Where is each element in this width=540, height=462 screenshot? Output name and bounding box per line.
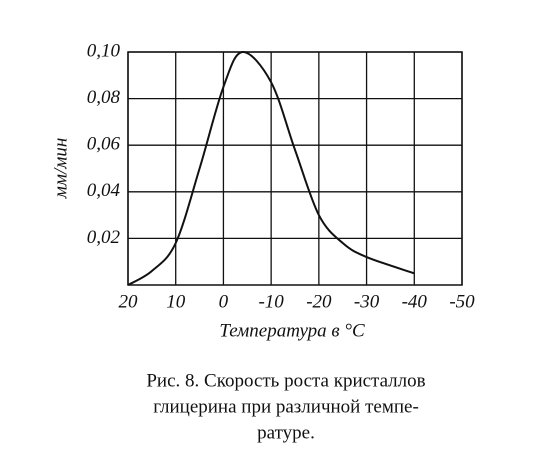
x-tick-label: 10 [166,291,186,312]
caption-line: глицерина при различной темпе- [153,396,419,417]
x-tick-label: -50 [449,291,475,312]
y-tick-label: 0,08 [87,87,121,108]
x-tick-label: 20 [119,291,139,312]
y-axis-label: мм/мин [50,138,71,200]
plot-frame [127,51,463,286]
x-axis-label: Температура в °С [219,320,365,341]
x-tick-label: -40 [402,291,428,312]
y-tick-label: 0,06 [87,134,121,155]
x-tick-label: -30 [354,291,380,312]
x-tick-label: -20 [306,291,332,312]
data-line [127,51,415,286]
y-tick-label: 0,10 [87,40,121,61]
x-tick-label: -10 [258,291,284,312]
y-tick-label: 0,04 [87,180,121,201]
caption-line: Рис. 8. Скорость роста кристаллов [146,370,425,391]
caption-line: ратуре. [257,422,315,443]
x-tick-label: 0 [219,291,229,312]
y-tick-label: 0,02 [87,227,121,248]
